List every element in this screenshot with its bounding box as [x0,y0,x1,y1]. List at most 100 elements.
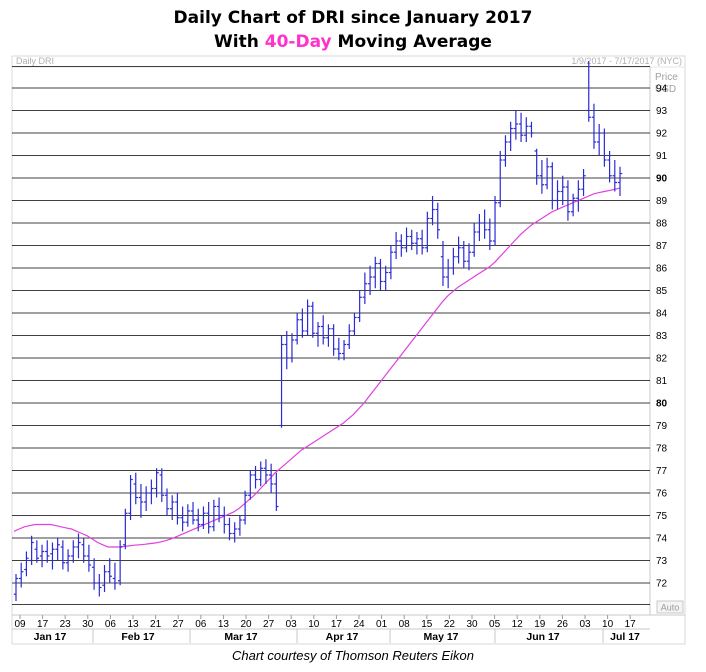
ohlc-bar [586,61,591,122]
ohlc-bar [201,506,206,529]
ohlc-bar [274,472,279,511]
x-tick-label: 05 [489,619,501,630]
chart-title-line2: With 40-Day Moving Average [0,32,706,52]
ohlc-bar [341,340,347,361]
y-tick-label-74: 74 [656,534,668,545]
y-tick-label-80: 80 [656,399,668,410]
y-tick-label-89: 89 [656,196,668,207]
x-tick-label: 20 [240,619,252,630]
ohlc-bar [123,508,128,550]
ohlc-bar [206,502,211,534]
ohlc-bar [596,124,602,156]
ohlc-bar [529,121,534,138]
ohlc-bar [185,504,191,527]
ohlc-bar [50,542,55,570]
ohlc-bar [117,540,123,586]
ohlc-bars [13,61,623,601]
ohlc-bar [216,497,222,523]
moving-average-layer [13,187,621,548]
y-tick-label-79: 79 [656,421,668,432]
title-prefix: With [214,32,265,52]
month-label: Feb 17 [121,631,154,643]
ohlc-bar [326,324,331,347]
ohlc-bar [482,209,487,239]
y-tick-label-91: 91 [656,151,668,162]
ohlc-bar [550,162,555,210]
x-tick-label: 06 [105,619,117,630]
ohlc-bar [143,486,149,511]
ohlc-bar [576,180,581,212]
y-tick-label-86: 86 [656,264,668,275]
ohlc-bar [565,180,571,221]
auto-button-box[interactable] [656,600,684,614]
ohlc-bar [65,549,71,572]
ohlc-bar [175,493,180,525]
x-axis-ticks: 09 17 23 30 06 13 21 27 06 13 20 27 03 10 17 24 01 08 15 22… [14,615,636,630]
ohlc-bar [409,229,414,250]
x-tick-label: 03 [579,619,591,630]
ohlc-bar [440,241,446,286]
ohlc-bar [612,160,617,192]
ohlc-bar [294,313,300,345]
corner-right-label: 1/9/2017 - 7/17/2017 (NYC) [571,56,682,66]
ohlc-bar [81,538,86,563]
x-tick-label: 22 [444,619,456,630]
ohlc-bar [102,565,107,592]
x-tick-label: 09 [14,619,26,630]
grid-lines [12,66,650,605]
ohlc-bar [300,308,305,338]
ohlc-bar [159,468,164,502]
month-label: Jul 17 [610,631,640,643]
title-suffix: Moving Average [331,32,492,52]
ohlc-bar [555,180,560,210]
ohlc-bar [19,562,24,588]
ohlc-bar [367,265,373,295]
ohlc-bar [138,484,144,518]
y-tick-label-82: 82 [656,354,668,365]
ohlc-bar [97,574,102,597]
x-tick-label: 17 [625,619,637,630]
currency-axis-label: USD [655,84,676,95]
month-labels: Jan 17 Feb 17 Mar 17 Apr 17 May 17 Jun 17 Jul … [34,629,640,643]
ohlc-bar [128,475,133,520]
x-tick-label: 24 [353,619,365,630]
ohlc-bar [321,315,326,345]
ohlc-bar [45,540,50,563]
ohlc-bar [336,337,342,361]
ohlc-bar [196,508,201,532]
ohlc-bar [60,540,66,570]
ohlc-bar [76,533,81,559]
ohlc-bar [149,479,154,505]
ohlc-bar [602,128,607,167]
ohlc-bar [581,169,586,196]
x-tick-label: 15 [421,619,433,630]
ohlc-bar [487,218,493,250]
ohlc-bar [617,166,623,196]
ohlc-bar [347,324,352,349]
y-axis-ticks: 72 73 74 75 76 77 78 79 80 81 82 83 84 85 86 87 88 89 90 91… [656,84,668,590]
y-tick-label-83: 83 [656,331,668,342]
ohlc-bar [378,259,383,291]
ohlc-bar [310,301,315,338]
month-label: Mar 17 [224,631,257,643]
y-tick-label-87: 87 [656,241,668,252]
ohlc-bar [289,333,295,363]
chart-frame [11,55,686,645]
ohlc-bar [331,324,336,356]
auto-button-label[interactable]: Auto [661,603,680,613]
ohlc-bar [352,313,357,336]
month-label: May 17 [423,631,458,643]
y-tick-label-78: 78 [656,444,668,455]
ohlc-bar [570,193,576,217]
ohlc-bar [284,331,289,370]
ohlc-bar [435,202,440,239]
ohlc-bar [425,211,430,253]
x-tick-label: 10 [308,619,320,630]
x-tick-label: 19 [534,619,546,630]
auto-button[interactable]: Auto [656,600,684,614]
month-label: Jun 17 [526,631,559,643]
ohlc-bar [263,459,269,484]
ohlc-bar [133,472,138,505]
x-tick-label: 27 [173,619,185,630]
